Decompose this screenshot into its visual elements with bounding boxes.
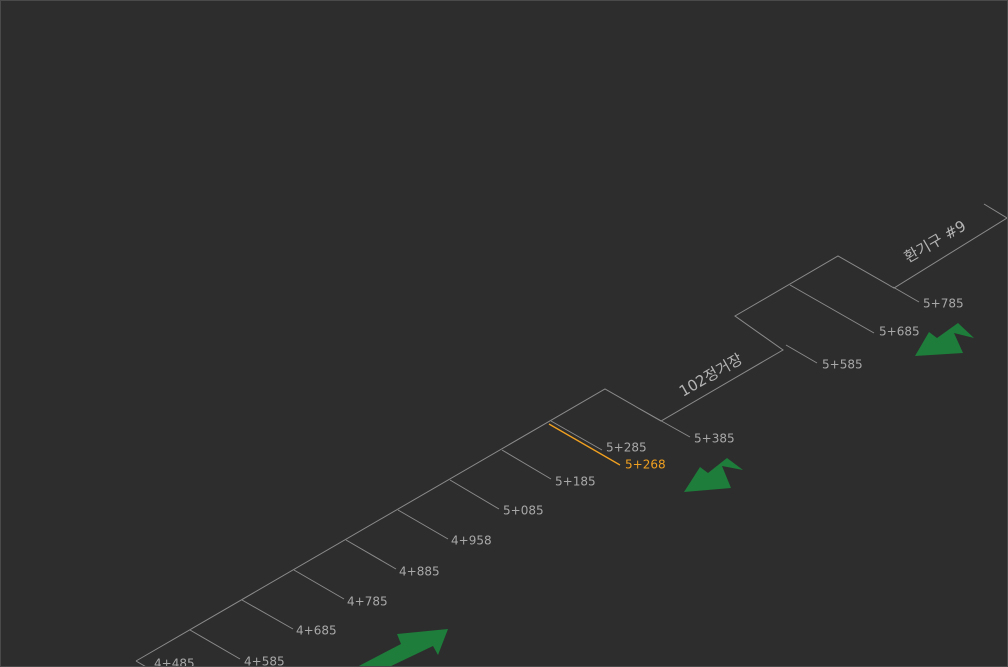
tick-label: 4+685 bbox=[296, 624, 337, 638]
down-left-arrow-2-icon bbox=[915, 323, 974, 356]
tick-label: 5+585 bbox=[822, 358, 863, 372]
tick-label: 4+885 bbox=[399, 565, 440, 579]
track-end-segment bbox=[983, 203, 1007, 219]
tick-label: 5+085 bbox=[503, 504, 544, 518]
tick-line bbox=[345, 539, 397, 570]
station-tick: 5+685 bbox=[789, 284, 920, 339]
station-label: 환기구 #9 bbox=[901, 217, 969, 267]
tick-label: 5+785 bbox=[923, 297, 964, 311]
station-tick: 4+958 bbox=[397, 509, 492, 548]
station-tick: 4+585 bbox=[189, 629, 285, 667]
station-tick: 5+285 bbox=[550, 420, 647, 455]
track-lines bbox=[135, 203, 1007, 662]
direction-arrows bbox=[358, 323, 974, 666]
main-track-line bbox=[135, 217, 1007, 662]
tick-line bbox=[789, 284, 875, 334]
tick-line bbox=[501, 449, 552, 480]
tick-line bbox=[550, 420, 603, 451]
tick-line bbox=[293, 569, 345, 600]
tick-line bbox=[241, 599, 294, 630]
station-tick: 5+085 bbox=[449, 479, 544, 518]
tick-label: 4+585 bbox=[244, 655, 285, 667]
tick-label: 5+385 bbox=[694, 432, 735, 446]
station-tick: 4+885 bbox=[345, 539, 440, 579]
highlight-label: 5+268 bbox=[625, 458, 666, 472]
tick-line bbox=[639, 408, 691, 438]
tick-label: 4+958 bbox=[451, 534, 492, 548]
down-left-arrow-1-icon bbox=[684, 458, 743, 492]
tick-line bbox=[135, 660, 146, 666]
station-tick: 5+585 bbox=[785, 344, 863, 372]
up-right-arrow-icon bbox=[358, 629, 448, 666]
tick-line bbox=[892, 286, 920, 303]
highlight-line bbox=[548, 423, 621, 466]
station-ticks: 4+485 4+585 4+685 4+785 4+885 4+958 5+085 5+185… bbox=[135, 284, 964, 667]
tick-line bbox=[397, 509, 449, 540]
station-label: 102정거장 bbox=[676, 350, 746, 401]
tick-label: 4+785 bbox=[347, 595, 388, 609]
tick-line bbox=[785, 344, 818, 364]
station-tick: 5+385 bbox=[639, 408, 735, 446]
station-tick: 4+485 bbox=[135, 657, 195, 667]
highlight-tick: 5+268 bbox=[548, 423, 666, 472]
station-tick: 4+685 bbox=[241, 599, 337, 638]
tick-label: 5+285 bbox=[606, 441, 647, 455]
station-tick: 5+785 bbox=[892, 286, 964, 311]
tick-label: 4+485 bbox=[154, 657, 195, 667]
tick-line bbox=[189, 629, 241, 660]
tick-label: 5+185 bbox=[555, 475, 596, 489]
tick-label: 5+685 bbox=[879, 325, 920, 339]
station-tick: 5+185 bbox=[501, 449, 596, 489]
tick-line bbox=[449, 479, 500, 510]
station-tick: 4+785 bbox=[293, 569, 388, 609]
